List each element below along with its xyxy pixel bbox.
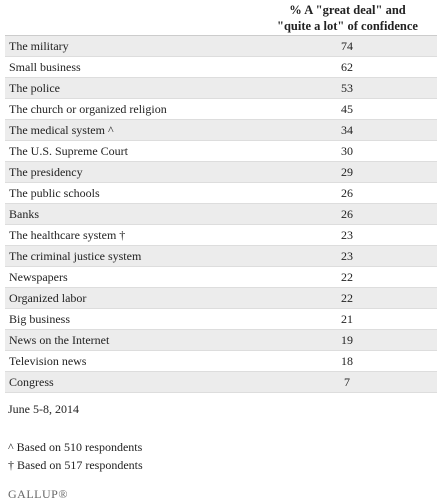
table-row: The U.S. Supreme Court 30 [5, 141, 437, 162]
header-line: "quite a lot" of confidence [277, 19, 418, 33]
row-label: The criminal justice system [9, 249, 142, 263]
row-label: The healthcare system † [9, 228, 126, 242]
row-value: 22 [341, 291, 353, 305]
table-row: Television news 18 [5, 351, 437, 372]
row-value: 22 [341, 270, 353, 284]
row-value: 23 [341, 228, 353, 242]
row-label: Newspapers [9, 270, 68, 284]
row-value: 34 [341, 123, 353, 137]
row-value: 19 [341, 333, 353, 347]
brand: GALLUP® [8, 487, 68, 501]
table-row: Big business 21 [5, 309, 437, 330]
table-row: Small business 62 [5, 57, 437, 78]
row-label: The church or organized religion [9, 102, 167, 116]
row-label: The medical system ^ [9, 123, 114, 137]
row-label: Small business [9, 60, 81, 74]
row-value: 18 [341, 354, 353, 368]
row-label: News on the Internet [9, 333, 110, 347]
table-row: The public schools 26 [5, 183, 437, 204]
table-row: The presidency 29 [5, 162, 437, 183]
row-value: 45 [341, 102, 353, 116]
row-label: The military [9, 39, 69, 53]
row-value: 26 [341, 207, 353, 221]
row-value: 30 [341, 144, 353, 158]
table: The military 74 Small business 62 The police… [5, 35, 437, 393]
table-row: The military 74 [5, 36, 437, 57]
table-row: Organized labor 22 [5, 288, 437, 309]
table-row: The church or organized religion 45 [5, 99, 437, 120]
row-label: The U.S. Supreme Court [9, 144, 128, 158]
row-value: 21 [341, 312, 353, 326]
date: June 5-8, 2014 [8, 402, 79, 416]
row-value: 23 [341, 249, 353, 263]
row-label: The public schools [9, 186, 100, 200]
table-row: The healthcare system † 23 [5, 225, 437, 246]
table-row: Congress 7 [5, 372, 437, 393]
row-label: Banks [9, 207, 39, 221]
row-label: Television news [9, 354, 87, 368]
table-row: News on the Internet 19 [5, 330, 437, 351]
row-label: The police [9, 81, 60, 95]
table-row: Banks 26 [5, 204, 437, 225]
row-label: Organized labor [9, 291, 87, 305]
row-label: The presidency [9, 165, 83, 179]
row-value: 62 [341, 60, 353, 74]
row-value: 7 [344, 375, 350, 389]
column-header: % A "great deal" and "quite a lot" of co… [255, 2, 440, 34]
note: † Based on 517 respondents [8, 458, 143, 472]
row-value: 29 [341, 165, 353, 179]
table-row: The criminal justice system 23 [5, 246, 437, 267]
table-row: Newspapers 22 [5, 267, 437, 288]
row-label: Big business [9, 312, 71, 326]
row-value: 26 [341, 186, 353, 200]
table-row: The medical system ^ 34 [5, 120, 437, 141]
header-line: % A "great deal" and [289, 3, 406, 17]
row-value: 74 [341, 39, 353, 53]
table-row: The police 53 [5, 78, 437, 99]
row-label: Congress [9, 375, 54, 389]
row-value: 53 [341, 81, 353, 95]
note: ^ Based on 510 respondents [8, 440, 143, 454]
